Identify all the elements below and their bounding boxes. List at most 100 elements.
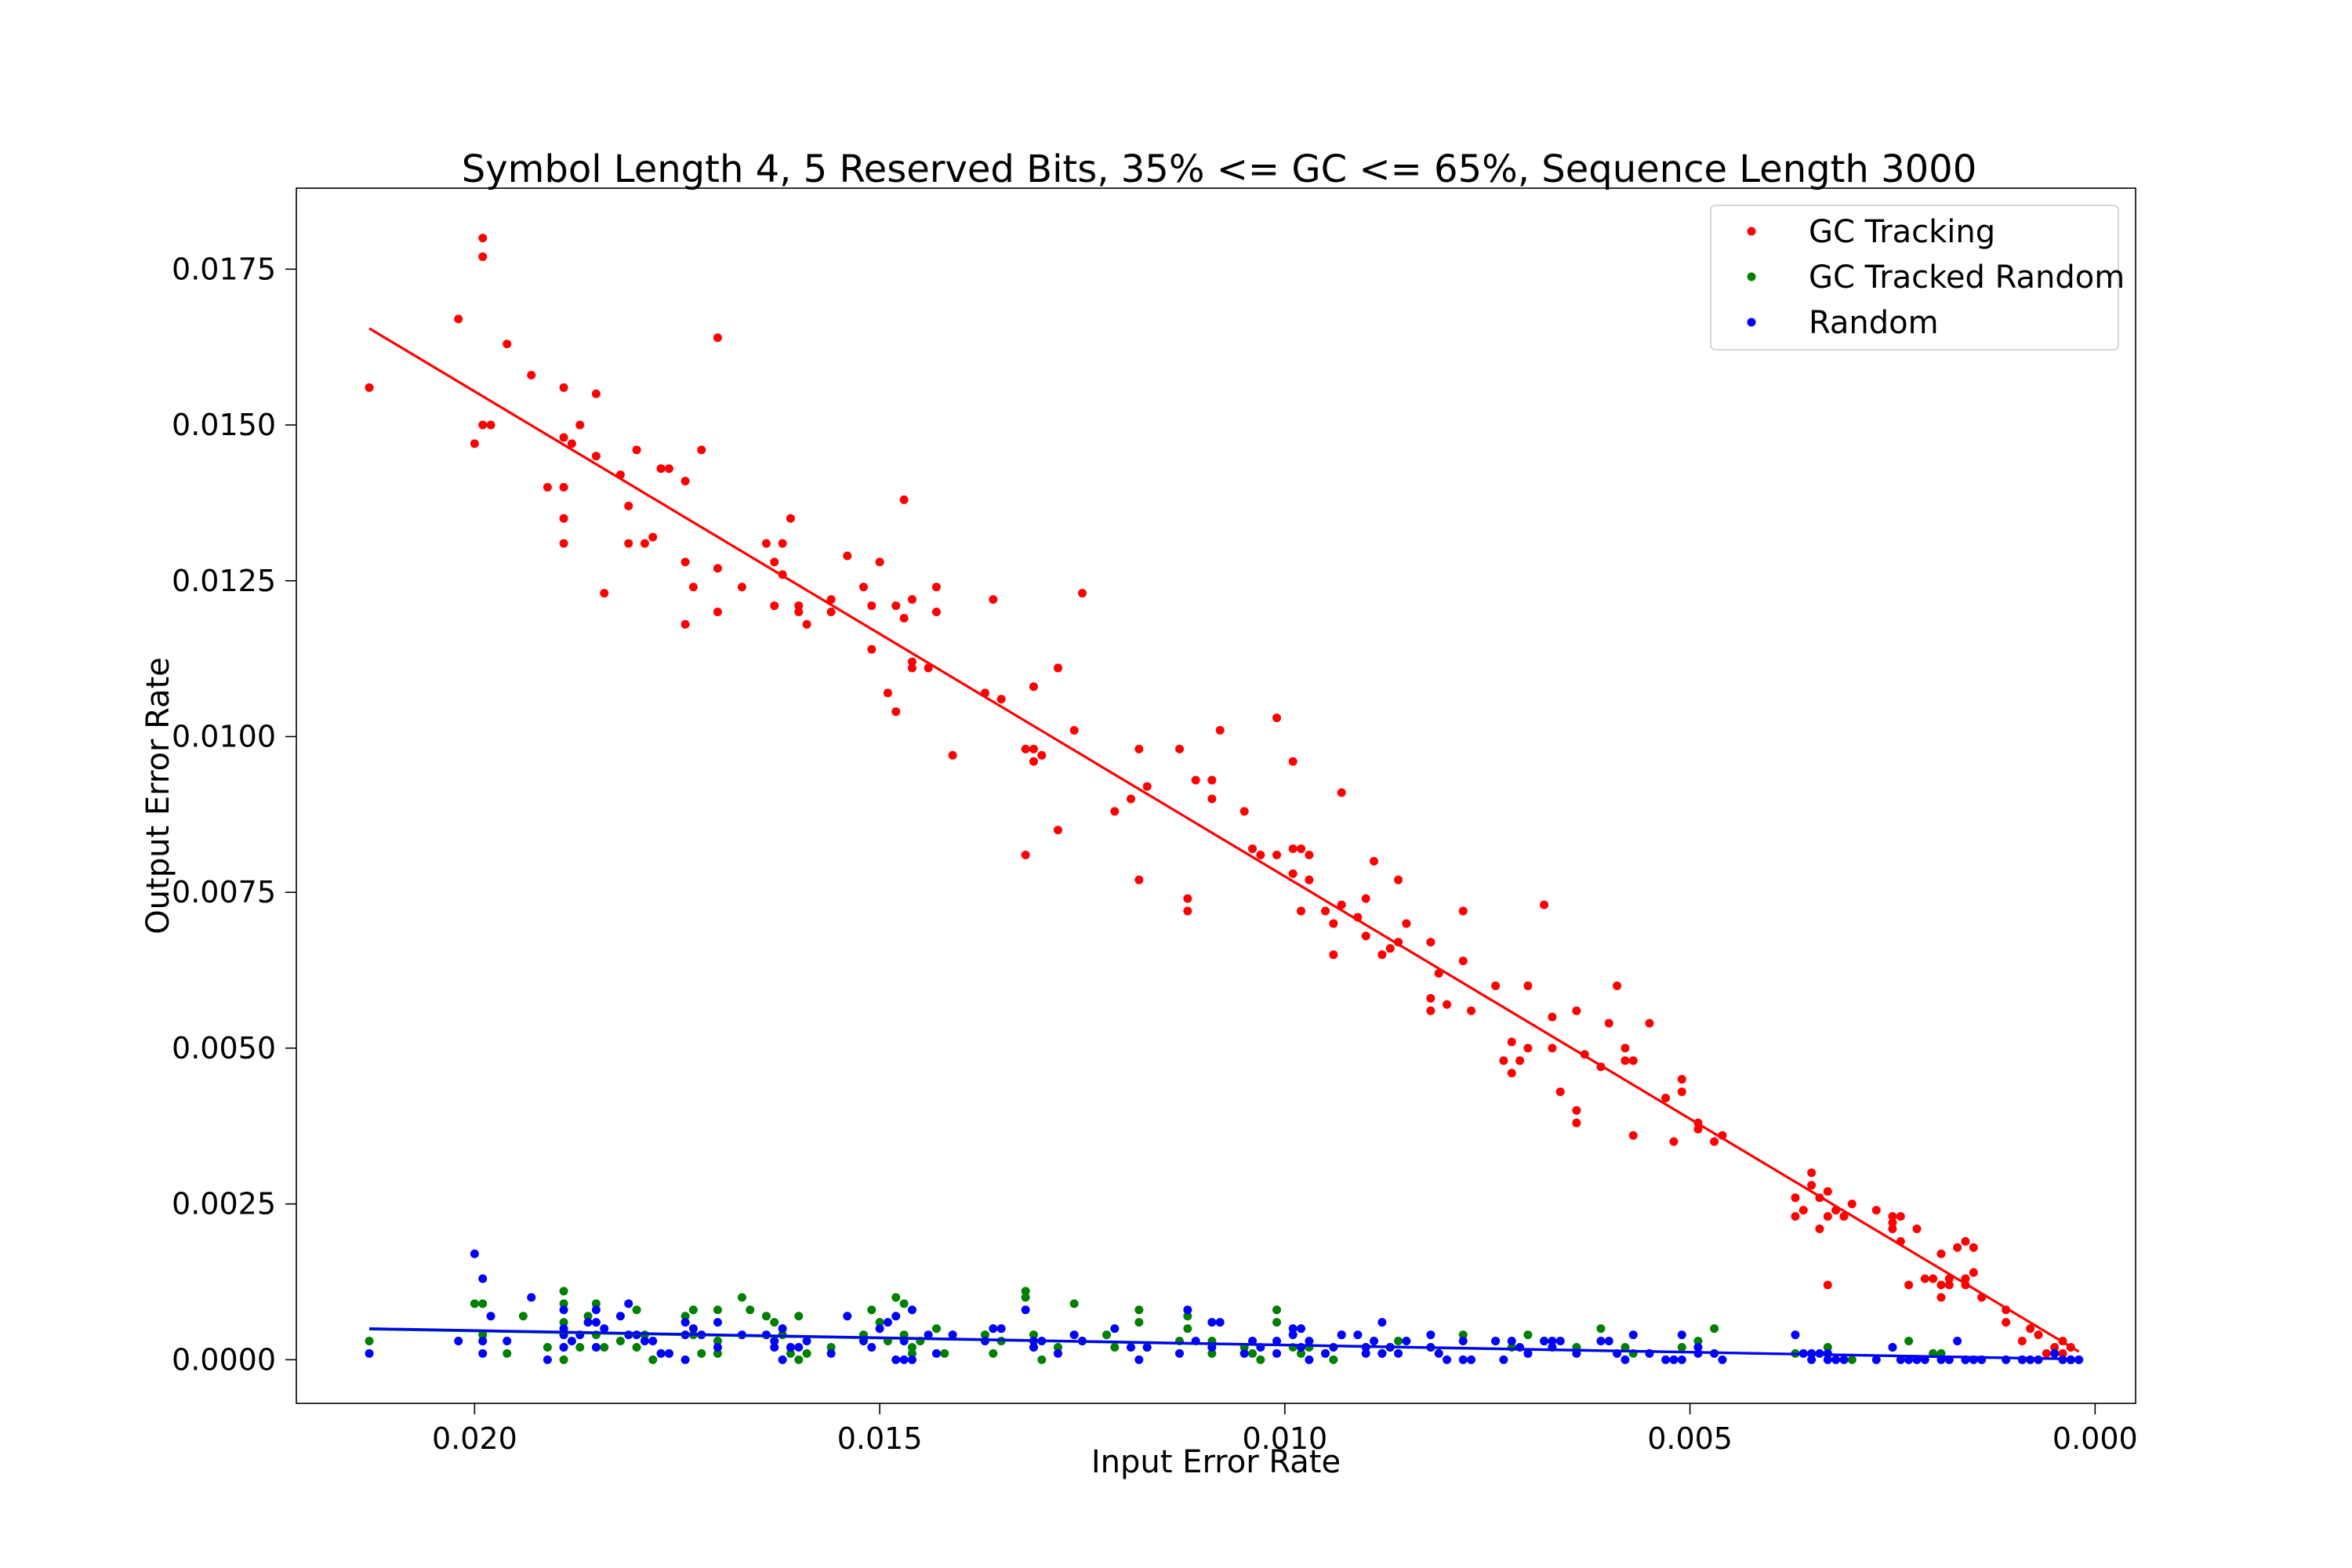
- data-point: [931, 1324, 941, 1334]
- data-point: [786, 514, 795, 523]
- data-point: [1102, 1330, 1111, 1340]
- data-point: [1126, 794, 1135, 804]
- data-point: [681, 557, 690, 567]
- data-point: [1555, 1337, 1565, 1346]
- data-point: [1297, 844, 1306, 854]
- data-point: [1297, 906, 1306, 916]
- data-point: [1912, 1355, 1922, 1364]
- data-point: [713, 1337, 722, 1346]
- data-point: [478, 1299, 488, 1308]
- data-point: [1134, 875, 1144, 884]
- data-point: [931, 583, 941, 592]
- data-point: [583, 1318, 593, 1327]
- data-point: [591, 1318, 601, 1327]
- legend-label: GC Tracked Random: [1809, 260, 2125, 296]
- data-point: [875, 1324, 884, 1334]
- data-point: [478, 1330, 488, 1340]
- data-point: [867, 1305, 877, 1315]
- data-point: [567, 439, 576, 448]
- data-point: [486, 420, 495, 430]
- data-point: [1677, 1075, 1686, 1084]
- data-point: [591, 1305, 601, 1315]
- data-point: [867, 644, 877, 654]
- x-tick-label: 0.005: [1647, 1421, 1733, 1456]
- data-point: [1248, 1348, 1258, 1358]
- data-point: [1207, 1348, 1217, 1358]
- data-point: [1710, 1137, 1719, 1146]
- data-point: [454, 314, 463, 324]
- data-point: [1142, 782, 1152, 791]
- data-point: [891, 601, 901, 611]
- data-point: [1288, 869, 1298, 878]
- data-point: [615, 1337, 625, 1346]
- data-point: [1337, 900, 1346, 909]
- data-point: [899, 1299, 909, 1308]
- data-point: [1110, 807, 1120, 816]
- data-point: [1710, 1324, 1719, 1334]
- data-point: [527, 1293, 536, 1302]
- data-point: [503, 1337, 512, 1346]
- data-point: [1920, 1274, 1929, 1283]
- data-point: [1337, 788, 1346, 797]
- data-point: [770, 601, 779, 611]
- data-point: [559, 1342, 568, 1352]
- data-point: [1467, 1006, 1476, 1015]
- data-point: [2058, 1348, 2067, 1358]
- data-point: [1053, 1342, 1062, 1352]
- data-point: [1394, 1348, 1403, 1358]
- data-point: [794, 608, 804, 617]
- data-point: [891, 1312, 901, 1321]
- data-point: [1572, 1118, 1581, 1127]
- data-point: [478, 1348, 488, 1358]
- data-point: [1693, 1124, 1703, 1134]
- data-point: [1029, 744, 1038, 753]
- data-point: [802, 1337, 811, 1346]
- y-tick-label: 0.0150: [172, 408, 276, 442]
- data-point: [891, 707, 901, 717]
- data-point: [1548, 1012, 1557, 1022]
- data-point: [681, 477, 690, 486]
- data-point: [1288, 844, 1298, 854]
- data-point: [1443, 1355, 1452, 1364]
- data-point: [664, 1348, 673, 1358]
- data-point: [883, 1318, 892, 1327]
- trend-line-gc-tracking: [368, 327, 2080, 1353]
- data-point: [1361, 1348, 1370, 1358]
- data-point: [737, 583, 746, 592]
- data-point: [1174, 1348, 1184, 1358]
- data-point: [940, 1348, 949, 1358]
- data-point: [1572, 1006, 1581, 1015]
- data-point: [858, 583, 868, 592]
- data-point: [1377, 950, 1387, 960]
- data-point: [713, 1318, 722, 1327]
- data-point: [1669, 1355, 1679, 1364]
- data-point: [1305, 1337, 1314, 1346]
- data-point: [713, 564, 722, 573]
- data-point: [1337, 1330, 1346, 1340]
- data-point: [1507, 1069, 1516, 1078]
- data-point: [1523, 1330, 1533, 1340]
- data-point: [802, 619, 811, 629]
- data-point: [1021, 1287, 1030, 1296]
- data-point: [1604, 1337, 1613, 1346]
- data-point: [2026, 1355, 2035, 1364]
- data-point: [1871, 1355, 1881, 1364]
- data-point: [681, 1355, 690, 1364]
- data-point: [1896, 1355, 1905, 1364]
- x-axis-label: Input Error Rate: [1091, 1444, 1341, 1480]
- data-point: [1904, 1337, 1914, 1346]
- data-point: [656, 464, 666, 474]
- data-point: [1377, 1318, 1387, 1327]
- data-point: [786, 1342, 795, 1352]
- data-point: [989, 595, 998, 604]
- y-tick-label: 0.0125: [172, 564, 276, 598]
- data-point: [1458, 1330, 1468, 1340]
- y-tick-label: 0.0100: [172, 719, 276, 753]
- data-point: [1936, 1293, 1946, 1302]
- data-point: [1272, 1318, 1282, 1327]
- data-point: [543, 1342, 552, 1352]
- data-point: [656, 1348, 666, 1358]
- data-point: [648, 1355, 658, 1364]
- data-point: [478, 1337, 488, 1346]
- data-point: [583, 1312, 593, 1321]
